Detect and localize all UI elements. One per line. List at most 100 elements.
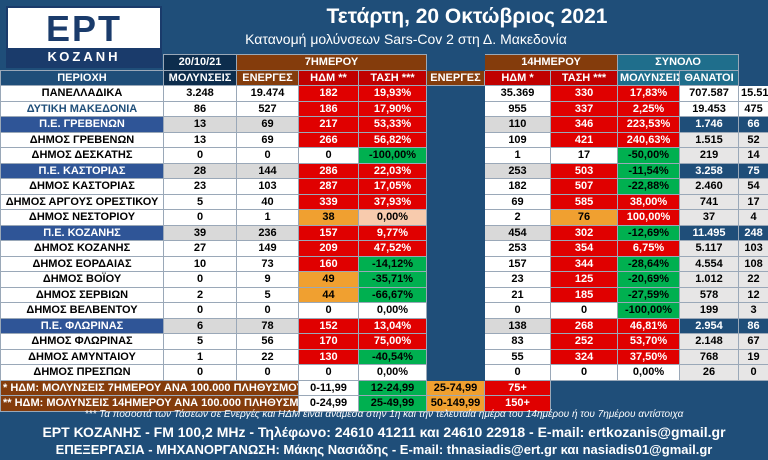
cell-inf: 3.248: [163, 85, 237, 102]
cell-inf: 6: [163, 317, 237, 334]
cell-act14: 182: [484, 178, 551, 195]
cell-tinf: 1.012: [679, 271, 740, 288]
header-deaths: ΘΑΝΑΤΟΙ: [679, 69, 740, 86]
table-row: ΔΗΜΟΣ ΚΟΖΑΝΗΣ 27 149 209 47,52% 253 354 6,75% 5.…: [0, 240, 768, 257]
cell-deaths: 12: [738, 286, 768, 303]
header-hdm-14: ΗΔΜ *: [484, 69, 551, 86]
cell-act14: 157: [484, 255, 551, 272]
cell-deaths: 4: [738, 209, 768, 226]
cell-inf: 13: [163, 116, 237, 133]
cell-tr7: 17,90%: [358, 100, 427, 117]
cell-act7: 149: [236, 240, 299, 257]
header-infections: ΜΟΛΥΝΣΕΙΣ: [163, 69, 237, 86]
cell-hdm7: 209: [298, 240, 359, 257]
cell-name: ΔΥΤΙΚΗ ΜΑΚΕΔΟΝΙΑ: [0, 100, 164, 117]
cell-hdm14: 337: [549, 100, 619, 117]
cell-deaths: 14: [738, 147, 768, 164]
cell-tr7: 19,93%: [358, 85, 427, 102]
cell-tr14: 17,83%: [617, 85, 681, 102]
table-row: ΔΗΜΟΣ ΑΜΥΝΤΑΙΟΥ 1 22 130 -40,54% 55 324 37,50% 7…: [0, 348, 768, 365]
cell-deaths: 75: [738, 162, 768, 179]
cell-tinf: 26: [679, 364, 740, 381]
cell-deaths: 3: [738, 302, 768, 319]
table-row: ΔΗΜΟΣ ΣΕΡΒΙΩΝ 2 5 44 -66,67% 21 185 -27,59% 578 1…: [0, 286, 768, 303]
legend-filler: [549, 379, 768, 396]
cell-tr7: 75,00%: [358, 333, 427, 350]
row-gap: [426, 364, 485, 381]
cell-inf: 1: [163, 348, 237, 365]
cell-tinf: 3.258: [679, 162, 740, 179]
cell-act14: 454: [484, 224, 551, 241]
cell-deaths: 19: [738, 348, 768, 365]
cell-act7: 236: [236, 224, 299, 241]
cell-tr14: -27,59%: [617, 286, 681, 303]
cell-hdm7: 0: [298, 147, 359, 164]
legend-filler: [549, 395, 768, 412]
cell-inf: 10: [163, 255, 237, 272]
cell-act14: 21: [484, 286, 551, 303]
cell-hdm7: 286: [298, 162, 359, 179]
header-gap-3: [738, 69, 768, 86]
cell-tr14: -20,69%: [617, 271, 681, 288]
table-row: ΔΗΜΟΣ ΒΟΪΟΥ 0 9 49 -35,71% 23 125 -20,69% 1.012 2…: [0, 271, 768, 288]
cell-tinf: 578: [679, 286, 740, 303]
header-hdm-7: ΗΔΜ **: [298, 69, 359, 86]
cell-inf: 0: [163, 271, 237, 288]
cell-hdm14: 185: [549, 286, 619, 303]
row-gap: [426, 333, 485, 350]
cell-name: ΔΗΜΟΣ ΚΟΖΑΝΗΣ: [0, 240, 164, 257]
cell-tr7: -100,00%: [358, 147, 427, 164]
cell-hdm14: 507: [549, 178, 619, 195]
cell-deaths: 248: [738, 224, 768, 241]
header-row-2: ΠΕΡΙΟΧΗ ΜΟΛΥΝΣΕΙΣ ΕΝΕΡΓΕΣ ΗΔΜ ** ΤΑΣΗ **…: [0, 69, 768, 86]
cell-hdm7: 130: [298, 348, 359, 365]
cell-deaths: 17: [738, 193, 768, 210]
cell-hdm14: 268: [549, 317, 619, 334]
cell-hdm7: 217: [298, 116, 359, 133]
cell-tinf: 768: [679, 348, 740, 365]
legend-label: * ΗΔΜ: ΜΟΛΥΝΣΕΙΣ 7ΗΜΕΡΟΥ ΑΝΑ 100.000 ΠΛΗ…: [0, 379, 299, 396]
row-gap: [426, 100, 485, 117]
cell-hdm14: 330: [549, 85, 619, 102]
table-row: ΔΗΜΟΣ ΕΟΡΔΑΙΑΣ 10 73 160 -14,12% 157 344 -28,64…: [0, 255, 768, 272]
cell-name: ΔΗΜΟΣ ΦΛΩΡΙΝΑΣ: [0, 333, 164, 350]
header-seven-day: 7ΗΜΕΡΟΥ: [236, 54, 427, 71]
cell-act14: 55: [484, 348, 551, 365]
cell-deaths: 22: [738, 271, 768, 288]
header-active-7: ΕΝΕΡΓΕΣ: [236, 69, 299, 86]
cell-tinf: 4.554: [679, 255, 740, 272]
cell-act7: 9: [236, 271, 299, 288]
cell-name: ΔΗΜΟΣ ΝΕΣΤΟΡΙΟΥ: [0, 209, 164, 226]
cell-tr7: 9,77%: [358, 224, 427, 241]
cell-act7: 0: [236, 364, 299, 381]
cell-inf: 0: [163, 209, 237, 226]
cell-hdm7: 157: [298, 224, 359, 241]
table-row: Π.Ε. ΦΛΩΡΙΝΑΣ 6 78 152 13,04% 138 268 46,81% 2.9…: [0, 317, 768, 334]
table-row: ΔΗΜΟΣ ΦΛΩΡΙΝΑΣ 5 56 170 75,00% 83 252 53,70% 2.1…: [0, 333, 768, 350]
cell-hdm14: 302: [549, 224, 619, 241]
footer-credits: ΕΠΕΞΕΡΓΑΣΙΑ - ΜΗΧΑΝΟΡΓΑΝΩΣΗ: Μάκης Νασιά…: [55, 442, 713, 457]
cell-hdm14: 585: [549, 193, 619, 210]
table-row: ΔΗΜΟΣ ΑΡΓΟΥΣ ΟΡΕΣΤΙΚΟΥ 5 40 339 37,93% 69 585 3…: [0, 193, 768, 210]
cell-tr7: 22,03%: [358, 162, 427, 179]
cell-act14: 2: [484, 209, 551, 226]
row-gap: [426, 255, 485, 272]
cell-tinf: 1.515: [679, 131, 740, 148]
cell-tinf: 707.587: [679, 85, 740, 102]
cell-act14: 23: [484, 271, 551, 288]
cell-hdm14: 354: [549, 240, 619, 257]
cell-inf: 5: [163, 193, 237, 210]
cell-tinf: 11.495: [679, 224, 740, 241]
row-gap: [426, 286, 485, 303]
row-gap: [426, 348, 485, 365]
cell-tr7: 37,93%: [358, 193, 427, 210]
cell-name: ΔΗΜΟΣ ΕΟΡΔΑΙΑΣ: [0, 255, 164, 272]
cell-hdm14: 0: [549, 302, 619, 319]
header-active-14: ΕΝΕΡΓΕΣ: [426, 69, 485, 86]
cell-deaths: 54: [738, 178, 768, 195]
cell-inf: 2: [163, 286, 237, 303]
cell-tr7: 53,33%: [358, 116, 427, 133]
cell-tr14: 0,00%: [617, 364, 681, 381]
table-row: ΔΗΜΟΣ ΒΕΛΒΕΝΤΟΥ 0 0 0 0,00% 0 0 -100,00% 199 3: [0, 302, 768, 319]
